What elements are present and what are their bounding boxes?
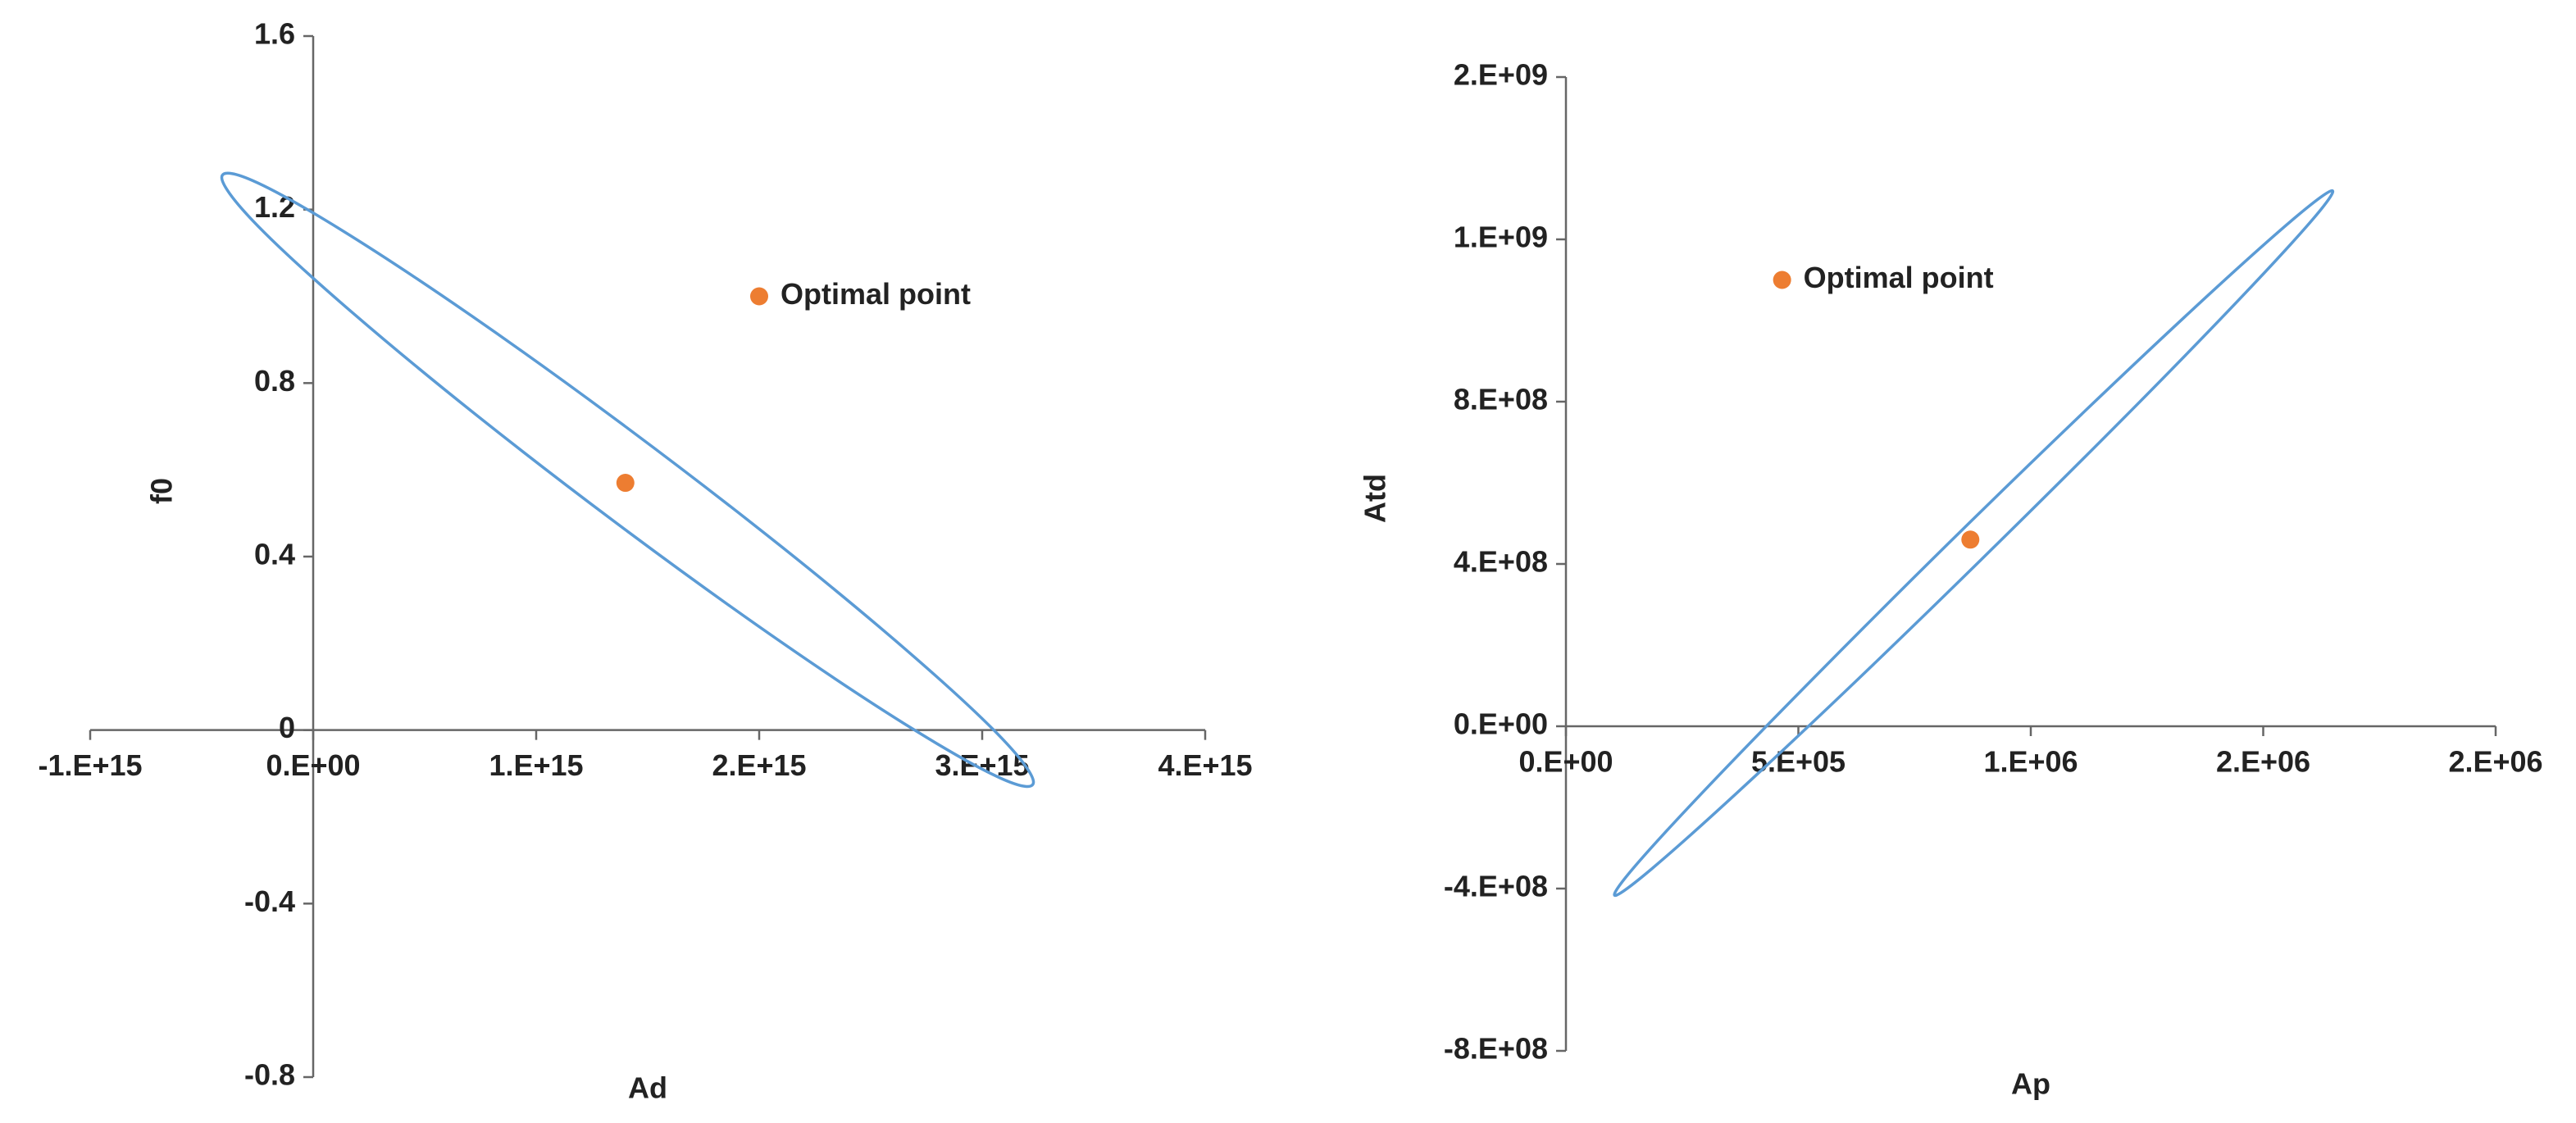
- x-tick-label: 4.E+15: [1158, 748, 1252, 782]
- x-tick-label: 2.E+06: [2216, 745, 2310, 779]
- y-tick-label: 1.6: [254, 17, 295, 51]
- x-tick-label: 0.E+00: [1518, 745, 1613, 779]
- point: [616, 474, 635, 493]
- point: [1961, 530, 1980, 549]
- y-tick-label: -8.E+08: [1444, 1032, 1548, 1066]
- y-tick-label: -4.E+08: [1444, 870, 1548, 903]
- ellipse-line: [1613, 189, 2335, 898]
- y-tick-label: 0.4: [254, 538, 295, 571]
- chart: 0.E+00 5.E+05 1.E+06 2.E+06 2.E+06 -8.E+08 -4.…: [1359, 58, 2543, 1101]
- point-label: Optimal point: [1804, 261, 1994, 294]
- y-axis-title: Atd: [1359, 474, 1392, 523]
- x-tick-label: 2.E+15: [712, 748, 806, 782]
- point: [750, 287, 768, 306]
- point-label: Optimal point: [781, 277, 971, 311]
- x-tick-label: 1.E+06: [1983, 745, 2078, 779]
- x-tick-label: 2.E+06: [2448, 745, 2542, 779]
- x-tick-label: 0.E+00: [266, 748, 360, 782]
- y-tick-label: 1.E+09: [1454, 221, 1548, 254]
- x-tick-label: 3.E+15: [935, 748, 1029, 782]
- point: [1773, 271, 1791, 289]
- y-axis-title: f0: [145, 478, 179, 504]
- y-tick-label: 4.E+08: [1454, 545, 1548, 579]
- x-axis-title: Ap: [2011, 1067, 2050, 1101]
- y-tick-label: 0.E+00: [1454, 707, 1548, 741]
- y-tick-label: 2.E+09: [1454, 58, 1548, 92]
- ellipse-line: [220, 171, 1035, 789]
- x-tick-label: 1.E+15: [489, 748, 583, 782]
- y-tick-label: 1.2: [254, 190, 295, 224]
- y-tick-label: 0.8: [254, 364, 295, 398]
- y-tick-label: 0: [279, 711, 295, 744]
- y-tick-label: -0.4: [244, 884, 295, 918]
- y-tick-label: -0.8: [244, 1058, 295, 1092]
- chart: -1.E+15 0.E+00 1.E+15 2.E+15 3.E+15 4.E+15 -0.…: [38, 17, 1252, 1105]
- y-tick-label: 8.E+08: [1454, 383, 1548, 416]
- x-tick-label: 5.E+05: [1751, 745, 1846, 779]
- x-axis-title: Ad: [628, 1071, 667, 1105]
- x-tick-label: -1.E+15: [38, 748, 142, 782]
